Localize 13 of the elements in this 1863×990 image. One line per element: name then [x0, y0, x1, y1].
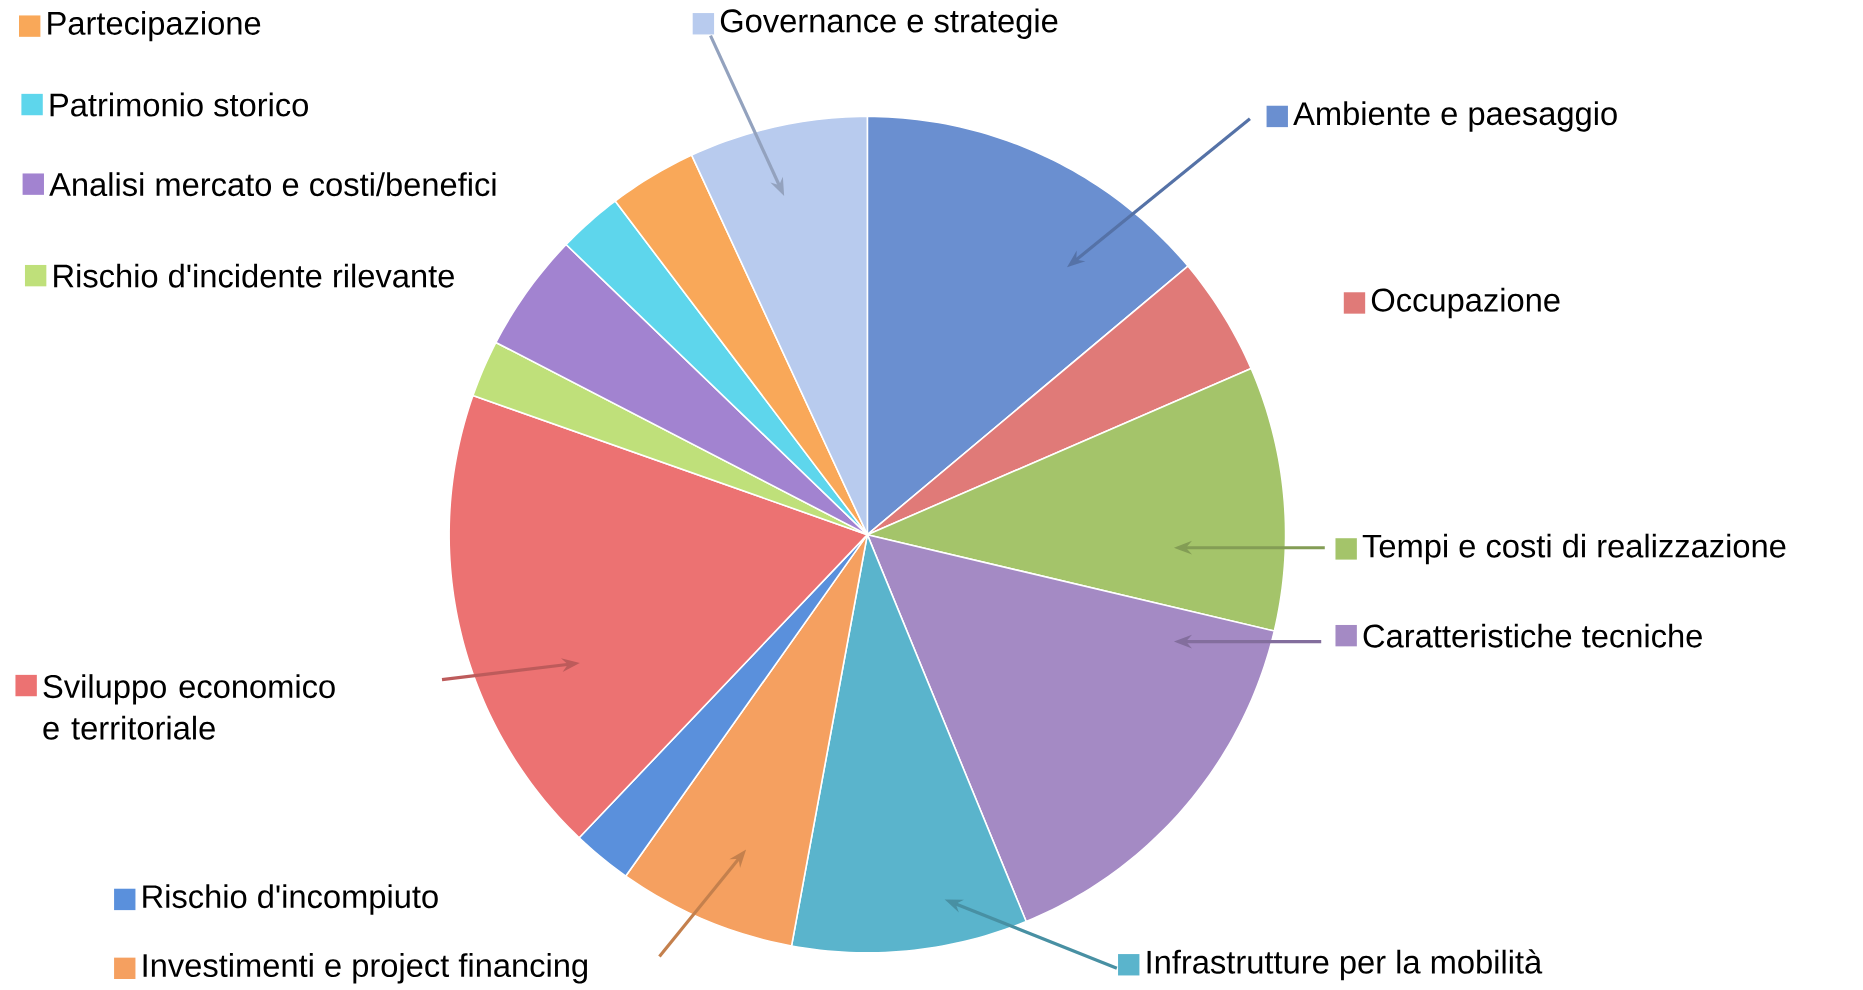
legend-label: Partecipazione	[48, 11, 261, 42]
legend-label: Analisi mercato e costi/benefici	[49, 172, 496, 197]
legend-label: Caratteristiche tecniche	[1363, 623, 1702, 648]
legend-label: Investimenti e project financing	[143, 953, 587, 984]
legend-label: Infrastrutture per la mobilità	[1147, 949, 1543, 981]
legend-label: Patrimonio storico	[50, 92, 308, 117]
legend-label: Governance e strategie	[720, 8, 1058, 40]
legend-label: Tempi e costi di realizzazione	[1362, 533, 1786, 565]
legend-label: Ambiente e paesaggio	[1293, 101, 1617, 132]
legend-label: Rischio d'incidente rilevante	[54, 263, 454, 288]
legend-label: Rischio d'incompiuto	[143, 884, 438, 915]
legend-label: Sviluppo economico e territoriale	[43, 674, 335, 740]
legend-label: Occupazione	[1371, 287, 1560, 319]
